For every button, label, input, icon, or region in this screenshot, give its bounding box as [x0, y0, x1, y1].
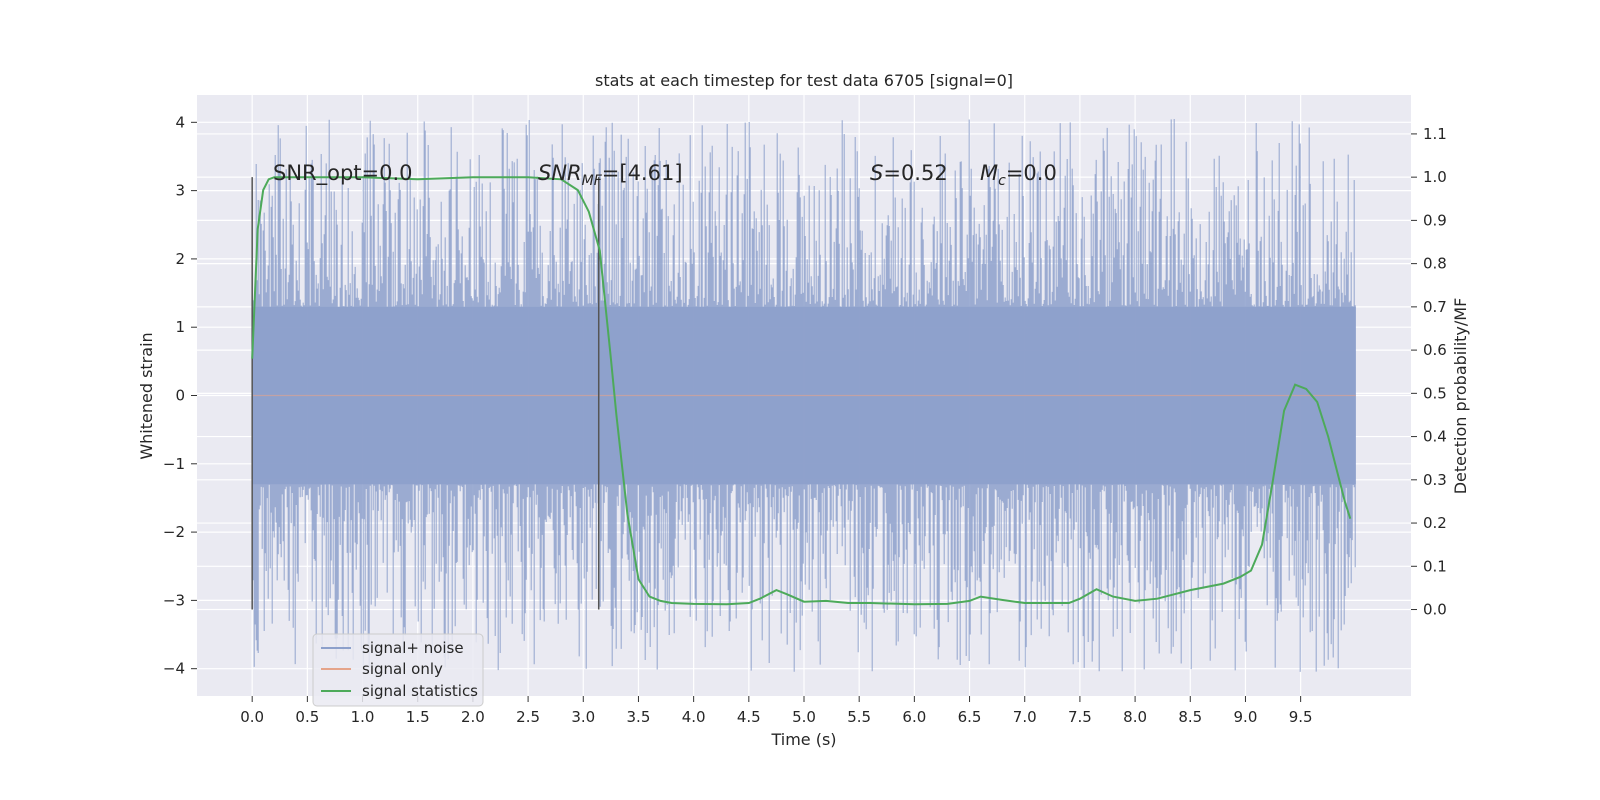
y-tick-label: 2 — [175, 250, 185, 268]
x-tick-label: 2.5 — [516, 708, 540, 726]
y-tick-label: −4 — [163, 660, 185, 678]
y2-tick-label: 0.7 — [1423, 298, 1447, 316]
x-tick-label: 3.5 — [627, 708, 651, 726]
y-axis-left: −4 −3 −2 −1 0 1 2 3 4 — [163, 113, 197, 678]
x-axis-label: Time (s) — [770, 730, 836, 749]
y2-tick-label: 0.3 — [1423, 471, 1447, 489]
x-tick-label: 9.0 — [1234, 708, 1258, 726]
x-tick-label: 8.0 — [1123, 708, 1147, 726]
x-tick-label: 4.5 — [737, 708, 761, 726]
x-tick-label: 6.0 — [902, 708, 926, 726]
y2-tick-label: 0.2 — [1423, 514, 1447, 532]
annotation-snr-opt: SNR_opt=0.0 — [273, 161, 413, 186]
y-axis-label: Whitened strain — [137, 332, 156, 459]
x-tick-label: 3.0 — [571, 708, 595, 726]
annotation-snr-mf: SNRMF=[4.61] — [538, 161, 683, 189]
x-tick-label: 5.5 — [847, 708, 871, 726]
y-tick-label: −2 — [163, 523, 185, 541]
x-tick-label: 8.5 — [1178, 708, 1202, 726]
x-tick-label: 4.0 — [682, 708, 706, 726]
y2-tick-label: 1.0 — [1423, 168, 1447, 186]
y2-tick-label: 0.5 — [1423, 384, 1447, 402]
y-tick-label: −3 — [163, 591, 185, 609]
y2-tick-label: 0.6 — [1423, 341, 1447, 359]
y-axis-right: 0.0 0.1 0.2 0.3 0.4 0.5 0.6 0.7 0.8 0.9 1.0 1.1 — [1411, 125, 1447, 619]
legend-box — [312, 633, 484, 707]
y2-tick-label: 0.0 — [1423, 601, 1447, 619]
annotation-mc: Mc=0.0 — [980, 161, 1057, 189]
series-signal-statistics — [251, 176, 1352, 606]
x-tick-label: 6.5 — [958, 708, 982, 726]
legend-label-signal-noise: signal+ noise — [362, 639, 464, 657]
x-tick-label: 1.5 — [406, 708, 430, 726]
x-tick-label: 0.0 — [240, 708, 264, 726]
y2-axis-label: Detection probability/MF — [1451, 298, 1470, 495]
x-tick-label: 7.5 — [1068, 708, 1092, 726]
y2-tick-label: 0.4 — [1423, 428, 1447, 446]
x-tick-label: 9.5 — [1289, 708, 1313, 726]
x-tick-label: 0.5 — [295, 708, 319, 726]
y2-tick-label: 0.1 — [1423, 557, 1447, 575]
x-axis: 0.0 0.5 1.0 1.5 2.0 2.5 3.0 3.5 4.0 4.5 5.0 5.5 6.0 6… — [240, 696, 1313, 726]
legend-label-signal-only: signal only — [362, 660, 443, 678]
y2-tick-label: 0.9 — [1423, 211, 1447, 229]
y2-tick-label: 0.8 — [1423, 255, 1447, 273]
annotation-s: S=0.52 — [870, 161, 948, 185]
y-tick-label: −1 — [163, 455, 185, 473]
legend-label-signal-statistics: signal statistics — [362, 682, 478, 700]
x-tick-label: 7.0 — [1013, 708, 1037, 726]
x-tick-label: 2.0 — [461, 708, 485, 726]
chart-title: stats at each timestep for test data 670… — [595, 71, 1013, 90]
x-tick-label: 1.0 — [351, 708, 375, 726]
y-tick-label: 0 — [175, 387, 185, 405]
y-tick-label: 3 — [175, 182, 185, 200]
y2-tick-label: 1.1 — [1423, 125, 1447, 143]
y-tick-label: 4 — [175, 113, 185, 131]
x-tick-label: 5.0 — [792, 708, 816, 726]
y-tick-label: 1 — [175, 318, 185, 336]
legend: signal+ noise signal only signal statist… — [312, 633, 484, 707]
overlays — [251, 176, 1356, 610]
